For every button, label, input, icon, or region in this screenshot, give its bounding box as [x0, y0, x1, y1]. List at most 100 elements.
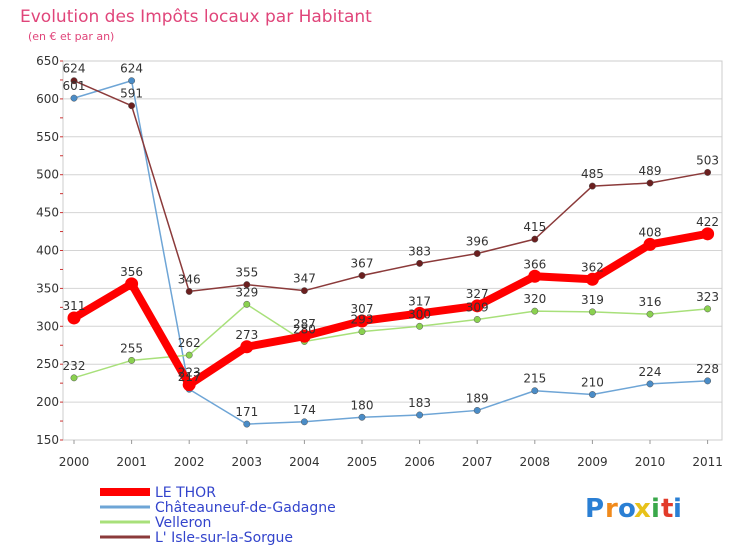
data-label-le-thor-2004: 287 [293, 317, 316, 331]
data-label-velleron-2011: 323 [696, 290, 719, 304]
point-le-thor-2009 [585, 272, 599, 286]
chart-title: Evolution des Impôts locaux par Habitant [20, 7, 372, 27]
point-velleron-2007 [473, 316, 481, 323]
point-le-thor-2000 [67, 311, 81, 325]
data-label-l-isle-sur-la-sorgue-2009: 485 [581, 167, 604, 181]
data-label-l-isle-sur-la-sorgue-2003: 355 [235, 266, 258, 280]
x-tick-label-2004: 2004 [289, 455, 320, 469]
data-label-chateauneuf-de-gadagne-2006: 183 [408, 396, 431, 410]
point-le-thor-2005 [355, 314, 369, 328]
x-tick-label-2003: 2003 [232, 455, 263, 469]
data-label-chateauneuf-de-gadagne-2005: 180 [351, 398, 374, 412]
y-tick-label-200: 200 [36, 395, 59, 409]
data-label-l-isle-sur-la-sorgue-2010: 489 [639, 164, 662, 178]
point-l-isle-sur-la-sorgue-2004 [300, 287, 308, 295]
logo-letter-4: i [651, 494, 660, 524]
y-tick-label-650: 650 [36, 54, 59, 68]
point-l-isle-sur-la-sorgue-2000 [70, 77, 78, 85]
logo-letter-0: P [585, 494, 604, 524]
point-l-isle-sur-la-sorgue-2007 [473, 250, 481, 257]
data-label-chateauneuf-de-gadagne-2010: 224 [639, 365, 662, 379]
point-le-thor-2008 [528, 269, 542, 283]
logo-letter-6: i [673, 494, 682, 524]
data-label-chateauneuf-de-gadagne-2008: 215 [523, 372, 546, 386]
series-line-le-thor [70, 229, 712, 389]
y-tick-label-450: 450 [36, 206, 59, 220]
point-velleron-2000 [70, 374, 78, 382]
x-tick-label-2010: 2010 [635, 455, 666, 469]
data-label-velleron-2010: 316 [639, 295, 662, 309]
point-le-thor-2011 [701, 227, 715, 241]
point-le-thor-2010 [643, 237, 657, 251]
data-label-le-thor-2008: 366 [523, 257, 546, 271]
point-velleron-2008 [531, 307, 539, 315]
data-label-le-thor-2000: 311 [63, 299, 86, 313]
logo-letter-1: r [605, 494, 618, 524]
point-l-isle-sur-la-sorgue-2010 [646, 179, 654, 187]
data-label-le-thor-2005: 307 [351, 302, 374, 316]
grid-layer [63, 60, 722, 441]
y-tick-label-550: 550 [36, 130, 59, 144]
point-chateauneuf-de-gadagne-2005 [358, 413, 366, 421]
legend-label-le-thor: LE THOR [155, 485, 216, 501]
point-velleron-2009 [588, 308, 596, 316]
point-le-thor-2002 [182, 378, 196, 392]
point-chateauneuf-de-gadagne-2007 [473, 406, 481, 414]
data-label-l-isle-sur-la-sorgue-2004: 347 [293, 272, 316, 286]
y-tick-label-350: 350 [36, 281, 59, 295]
point-l-isle-sur-la-sorgue-2006 [416, 259, 424, 267]
data-label-le-thor-2001: 356 [120, 265, 143, 279]
x-tick-label-2005: 2005 [347, 455, 378, 469]
data-label-velleron-2002: 262 [178, 336, 201, 350]
data-label-l-isle-sur-la-sorgue-2011: 503 [696, 153, 719, 167]
data-label-chateauneuf-de-gadagne-2002: 217 [178, 370, 201, 384]
point-l-isle-sur-la-sorgue-2003 [243, 281, 251, 289]
point-le-thor-2007 [470, 299, 484, 313]
point-chateauneuf-de-gadagne-2010 [646, 380, 654, 388]
y-tick-label-250: 250 [36, 357, 59, 371]
point-chateauneuf-de-gadagne-2004 [300, 418, 308, 426]
point-le-thor-2001 [125, 277, 139, 291]
axis-layer: 150 200 250 300 350 400 450 500 550 600 650 2000 200… [36, 54, 723, 469]
data-label-le-thor-2002: 223 [178, 366, 201, 380]
data-label-le-thor-2003: 273 [235, 328, 258, 342]
data-label-chateauneuf-de-gadagne-2009: 210 [581, 376, 604, 390]
logo-letter-5: t [661, 494, 673, 524]
x-tick-label-2000: 2000 [59, 455, 90, 469]
data-label-l-isle-sur-la-sorgue-2007: 396 [466, 235, 489, 249]
y-tick-label-150: 150 [36, 433, 59, 447]
data-label-l-isle-sur-la-sorgue-2001: 591 [120, 87, 143, 101]
logo-letter-2: o [618, 494, 636, 524]
series-line-l-isle-sur-la-sorgue [73, 79, 709, 293]
point-velleron-2011 [704, 305, 712, 313]
data-label-le-thor-2011: 422 [696, 215, 719, 229]
data-label-velleron-2006: 300 [408, 307, 431, 321]
point-chateauneuf-de-gadagne-2008 [531, 387, 539, 395]
data-label-l-isle-sur-la-sorgue-2006: 383 [408, 244, 431, 258]
y-tick-label-500: 500 [36, 168, 59, 182]
data-label-l-isle-sur-la-sorgue-2000: 624 [63, 62, 86, 76]
data-label-chateauneuf-de-gadagne-2003: 171 [235, 405, 258, 419]
point-l-isle-sur-la-sorgue-2008 [531, 235, 539, 243]
point-le-thor-2003 [240, 340, 254, 354]
data-label-velleron-2000: 232 [63, 359, 86, 373]
data-label-chateauneuf-de-gadagne-2011: 228 [696, 362, 719, 376]
data-label-velleron-2008: 320 [523, 292, 546, 306]
series-layer [67, 77, 715, 428]
point-velleron-2003 [243, 300, 251, 308]
data-label-l-isle-sur-la-sorgue-2002: 346 [178, 272, 201, 286]
chart-subtitle: (en € et par an) [28, 30, 114, 43]
point-l-isle-sur-la-sorgue-2002 [185, 287, 193, 295]
point-chateauneuf-de-gadagne-2009 [588, 391, 596, 398]
data-label-l-isle-sur-la-sorgue-2005: 367 [351, 257, 374, 271]
point-chateauneuf-de-gadagne-2001 [128, 77, 136, 85]
legend-label-chateauneuf-de-gadagne: Châteauneuf-de-Gadagne [155, 500, 336, 516]
data-label-l-isle-sur-la-sorgue-2008: 415 [523, 220, 546, 234]
point-chateauneuf-de-gadagne-2006 [416, 411, 424, 419]
x-tick-label-2006: 2006 [404, 455, 435, 469]
point-chateauneuf-de-gadagne-2011 [704, 377, 712, 385]
data-label-velleron-2009: 319 [581, 293, 604, 307]
series-line-chateauneuf-de-gadagne [73, 79, 709, 425]
